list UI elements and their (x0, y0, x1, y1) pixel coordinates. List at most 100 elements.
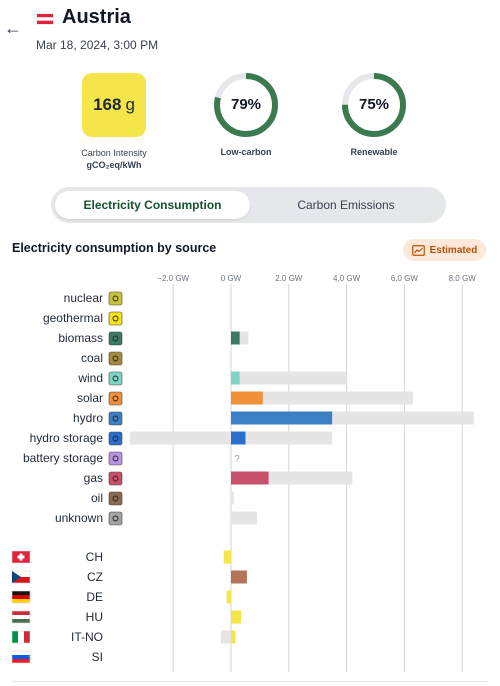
hu-flag-icon (12, 611, 30, 615)
source-label: hydro storage (30, 431, 104, 445)
oil-icon-glyph (112, 495, 119, 502)
exchange-label: DE (86, 590, 103, 604)
unknown-icon (108, 511, 123, 526)
source-bar (231, 391, 263, 405)
source-label: biomass (58, 331, 103, 345)
x-tick-label: 2.0 GW (275, 274, 303, 283)
battery-storage-icon-glyph (112, 455, 119, 462)
wind-icon-glyph (112, 375, 119, 382)
exchange-bar (226, 590, 231, 604)
source-bar (231, 331, 240, 345)
divider (12, 681, 488, 682)
estimated-badge-label: Estimated (429, 244, 478, 256)
trend-chart-icon (411, 244, 425, 256)
de-flag-icon (12, 595, 30, 599)
source-bar (231, 411, 333, 425)
carbon-intensity-label-line2: gCO₂eq/kWh (86, 160, 142, 170)
exchange-label: CH (86, 550, 103, 564)
carbon-intensity-label: Carbon Intensity gCO₂eq/kWh (64, 147, 164, 171)
capacity-bar (231, 491, 234, 505)
si-flag-icon (12, 659, 30, 663)
renewable-ring (342, 73, 406, 137)
datetime-selector[interactable]: Mar 18, 2024, 3:00 PM (36, 38, 159, 52)
country-title: Austria (62, 6, 131, 28)
unknown-icon-glyph (112, 515, 119, 522)
low-carbon-ring (214, 73, 278, 137)
carbon-intensity-label-line1: Carbon Intensity (81, 148, 147, 158)
geothermal-icon (108, 311, 123, 326)
view-tabs: Electricity Consumption Carbon Emissions (51, 187, 446, 223)
x-tick-label: 4.0 GW (333, 274, 361, 283)
exchange-label: IT-NO (71, 630, 103, 644)
de-flag-icon-border (11, 590, 31, 604)
carbon-intensity-value: 168 (93, 95, 122, 114)
capacity-bar (231, 511, 258, 525)
nuclear-icon-glyph (112, 295, 119, 302)
solar-icon-glyph (112, 395, 119, 402)
de-flag-icon (12, 591, 30, 595)
si-flag-icon-border (11, 650, 31, 664)
source-label: gas (84, 471, 103, 485)
biomass-icon-glyph (112, 335, 119, 342)
gas-icon (108, 471, 123, 486)
exchange-bar (231, 630, 236, 644)
it-flag-icon (12, 631, 18, 643)
ch-flag-icon-border (11, 550, 31, 564)
missing-value-label: ? (234, 454, 240, 465)
cz-triangle (12, 571, 21, 583)
source-label: solar (77, 391, 103, 405)
capacity-bar (231, 391, 414, 405)
source-label: wind (77, 371, 103, 385)
gas-icon-glyph (112, 475, 119, 482)
source-label: coal (81, 351, 103, 365)
cz-flag-icon (12, 577, 30, 583)
low-carbon-value: 79% (230, 96, 262, 113)
coal-icon (108, 351, 123, 366)
de-flag-icon (12, 599, 30, 603)
oil-icon (108, 491, 123, 506)
exchange-bar (231, 570, 247, 584)
x-tick-label: −2.0 GW (157, 274, 189, 283)
arrow-left-icon: ← (4, 18, 22, 38)
it-flag-icon (18, 631, 24, 643)
battery-storage-icon (108, 451, 123, 466)
geothermal-icon-glyph (112, 315, 119, 322)
exchange-label: SI (92, 650, 103, 664)
austria-flag-icon (36, 13, 54, 25)
solar-icon (108, 391, 123, 406)
ch-cross-h (17, 555, 25, 559)
si-flag-icon (12, 655, 30, 659)
x-tick-label: 0 GW (221, 274, 242, 283)
renewable-label: Renewable (350, 147, 398, 157)
source-bar (231, 371, 240, 385)
si-flag-icon (12, 651, 30, 655)
hu-flag-icon (12, 615, 30, 619)
source-bar (231, 471, 269, 485)
estimated-badge[interactable]: Estimated (403, 239, 486, 261)
hydro-storage-icon-glyph (112, 435, 119, 442)
x-tick-label: 6.0 GW (391, 274, 419, 283)
exchange-bar (223, 550, 231, 564)
back-button[interactable]: ← (4, 18, 22, 38)
x-tick-label: 8.0 GW (449, 274, 477, 283)
hydro-icon-glyph (112, 415, 119, 422)
low-carbon-label: Low-carbon (220, 147, 272, 157)
it-flag-icon-border (11, 630, 31, 644)
coal-icon-glyph (112, 355, 119, 362)
cz-flag-icon (12, 571, 30, 577)
exchange-label: CZ (87, 570, 103, 584)
source-label: oil (91, 491, 103, 505)
carbon-intensity-box: 168 g (82, 73, 146, 137)
biomass-icon (108, 331, 123, 346)
exchange-label: HU (86, 610, 103, 624)
it-flag-icon (24, 631, 30, 643)
tab-electricity-consumption[interactable]: Electricity Consumption (55, 191, 250, 219)
exchange-bar (231, 610, 242, 624)
source-label: hydro (73, 411, 103, 425)
tab-carbon-emissions[interactable]: Carbon Emissions (297, 198, 395, 212)
nuclear-icon (108, 291, 123, 306)
source-bar (231, 431, 246, 445)
hydro-storage-icon (108, 431, 123, 446)
source-label: unknown (55, 511, 103, 525)
source-label: battery storage (23, 451, 103, 465)
